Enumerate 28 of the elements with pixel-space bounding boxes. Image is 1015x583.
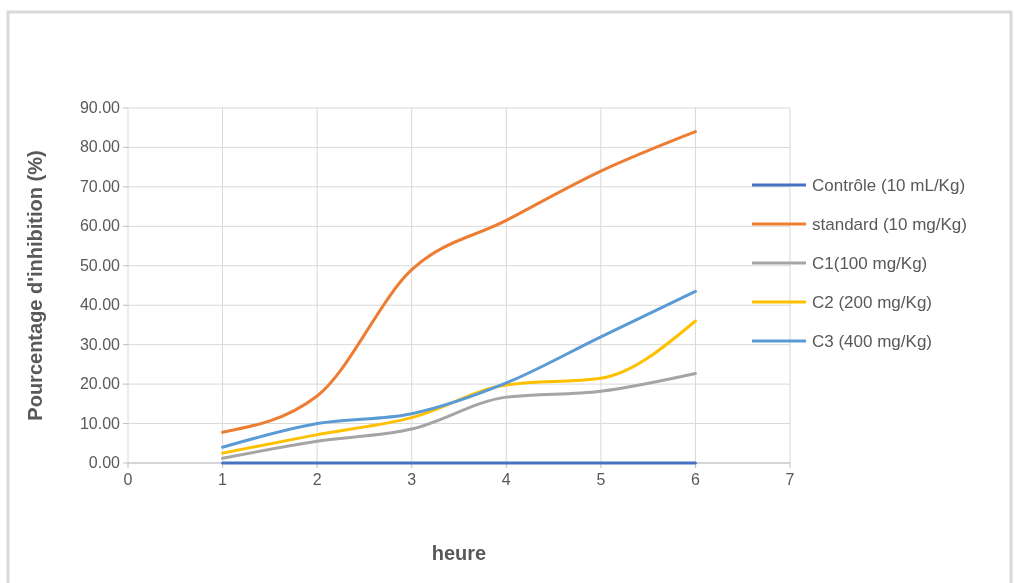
y-tick-label: 90.00 [79, 99, 121, 116]
y-tick-label: 0.00 [88, 454, 121, 471]
x-tick-label: 4 [501, 471, 511, 488]
y-tick-label: 10.00 [79, 414, 121, 432]
line-series [221, 371, 697, 460]
y-tick-label: 20.00 [79, 375, 121, 393]
x-tick-label: 3 [407, 471, 417, 488]
legend-label: Contrôle (10 mL/Kg) [812, 176, 966, 195]
x-tick-label: 0 [123, 471, 133, 488]
y-tick-label: 60.00 [79, 217, 121, 235]
y-tick-label: 30.00 [79, 335, 121, 353]
x-tick-label: 2 [312, 471, 322, 488]
line-series [221, 289, 697, 449]
legend-label: C1(100 mg/Kg) [812, 254, 928, 273]
y-axis-title: Pourcentage d'inhibition (%) [24, 150, 46, 421]
line-series [221, 130, 697, 434]
legend-label: C2 (200 mg/Kg) [812, 293, 932, 312]
legend-label: standard (10 mg/Kg) [812, 215, 967, 234]
x-tick-label: 7 [785, 471, 795, 488]
y-tick-label: 50.00 [79, 256, 121, 274]
x-tick-label: 1 [218, 471, 228, 488]
x-axis-title: heure [431, 542, 487, 564]
x-tick-label: 6 [690, 471, 700, 488]
y-tick-label: 80.00 [79, 138, 121, 156]
y-tick-label: 70.00 [79, 177, 121, 195]
y-tick-label: 40.00 [79, 296, 121, 314]
legend-label: C3 (400 mg/Kg) [812, 332, 932, 351]
x-tick-label: 5 [596, 471, 606, 488]
